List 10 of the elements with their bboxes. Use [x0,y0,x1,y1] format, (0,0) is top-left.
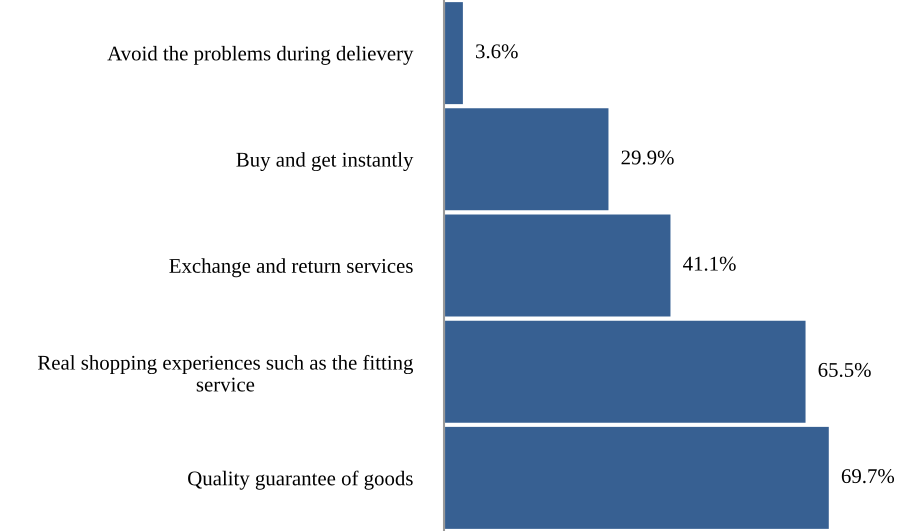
y-tick-label: Quality guarantee of goods [188,470,413,490]
data-label: 69.7% [842,469,894,484]
y-tick-label: Buy and get instantly [236,152,414,172]
y-tick-label: Avoid the problems during delievery [107,46,414,65]
y-tick-label: Real shopping experiences such as the fitting service [38,354,414,392]
data-label: 29.9% [622,150,674,165]
data-label: 3.6% [476,44,518,58]
data-label: 65.5% [818,362,871,378]
y-tick-label: Exchange and return services [169,258,413,278]
data-label: 41.1% [683,256,736,271]
